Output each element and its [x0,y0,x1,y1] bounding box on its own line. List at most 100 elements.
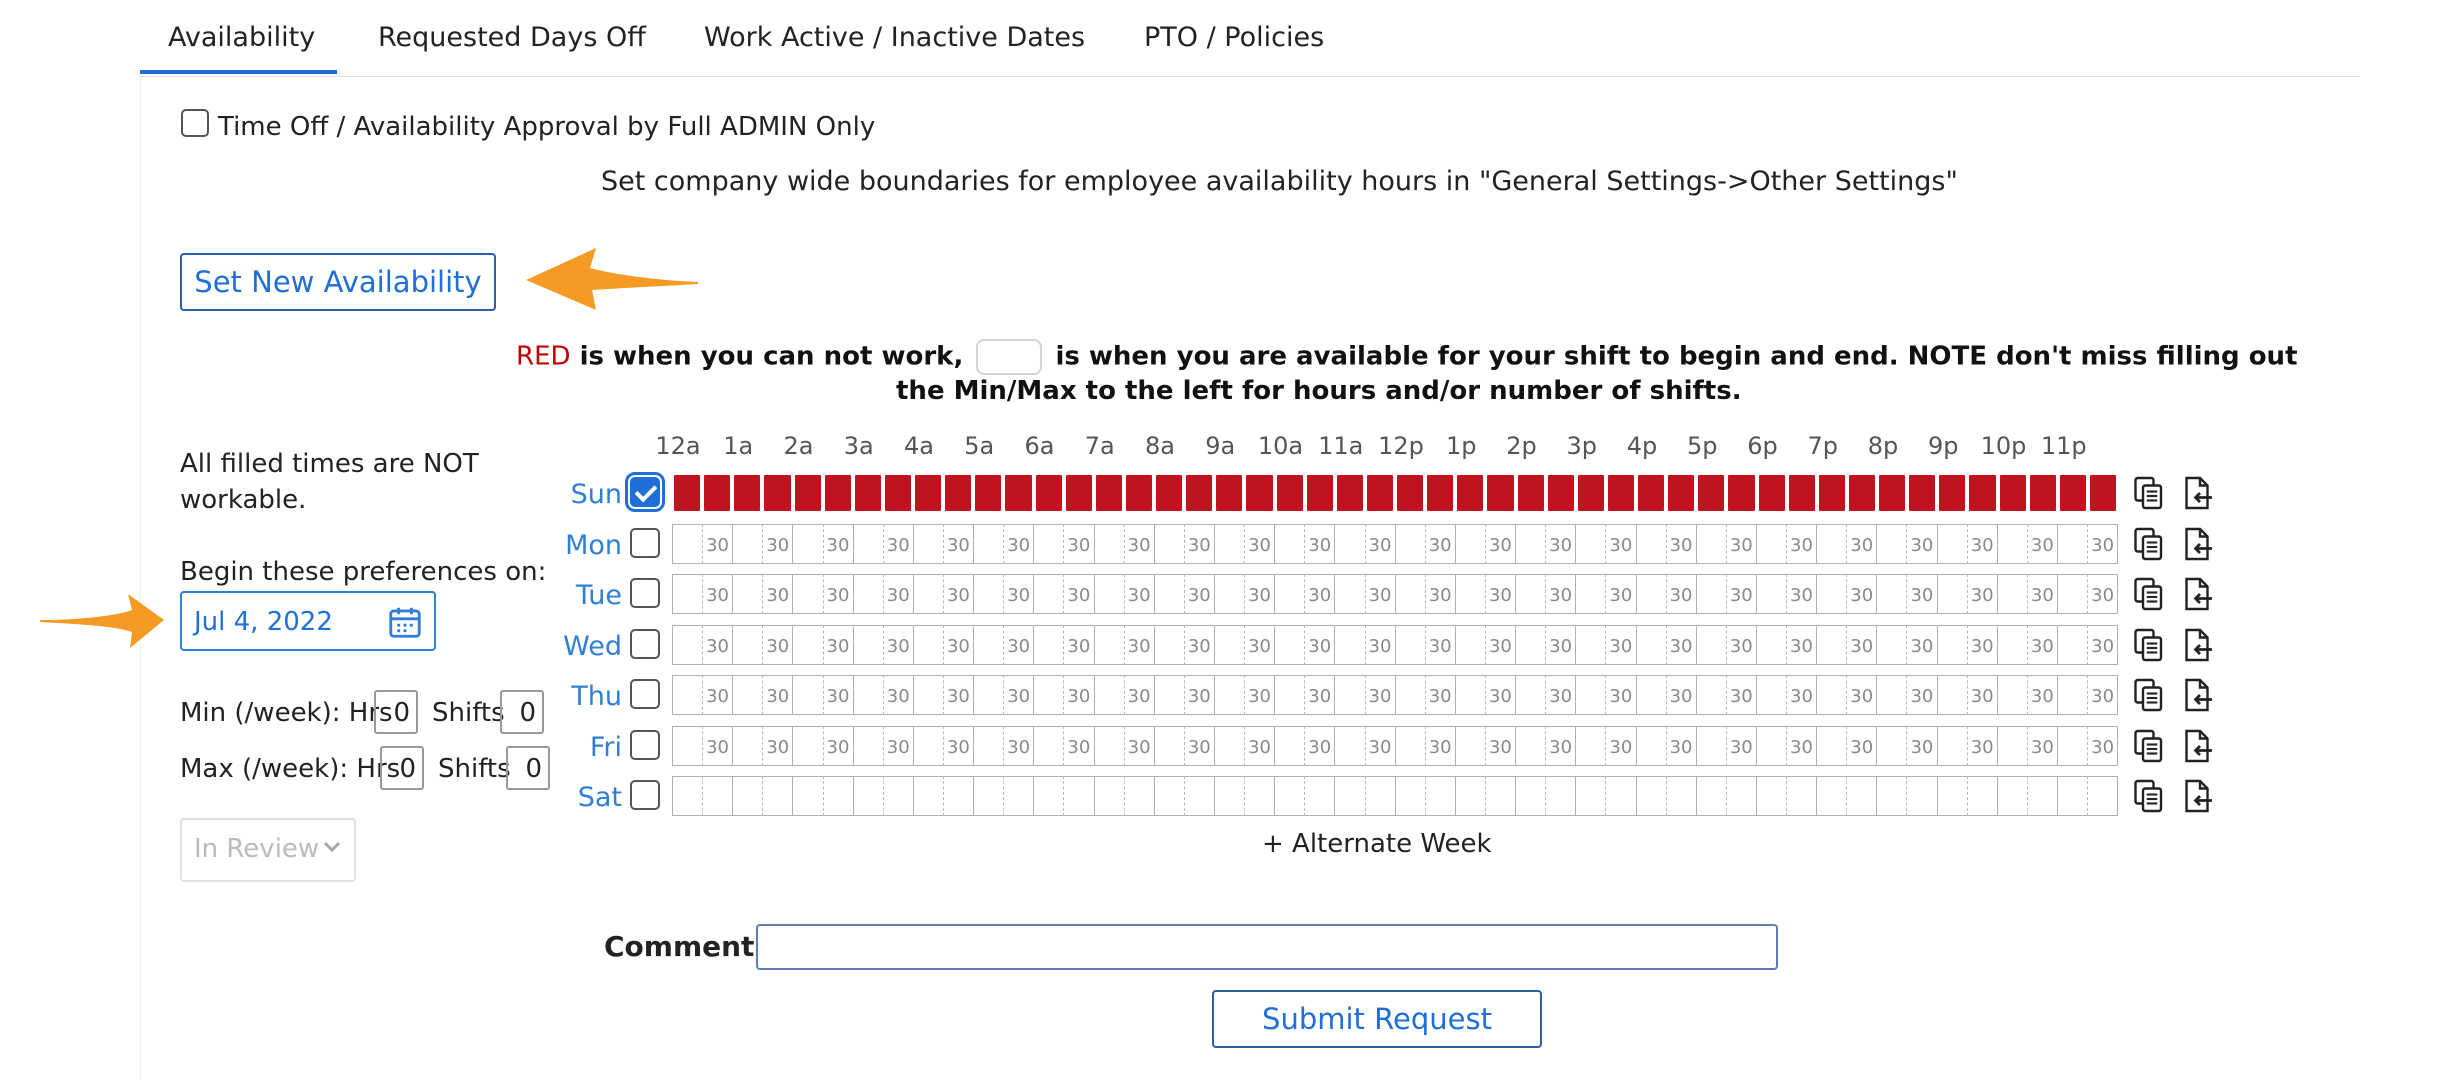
time-slot[interactable]: 30 [822,523,853,564]
time-slot[interactable]: 30 [1846,523,1877,564]
time-slot[interactable]: 30 [882,725,913,766]
time-slot[interactable]: 30 [942,725,974,766]
time-slot[interactable] [912,624,943,665]
time-slot[interactable]: 30 [1484,725,1516,766]
time-slot[interactable] [1695,523,1726,564]
time-slot[interactable] [973,574,1004,614]
time-slot[interactable] [1244,473,1275,513]
time-slot[interactable] [1635,523,1666,564]
day-checkbox-sat[interactable] [630,780,660,810]
time-slot[interactable]: 30 [1304,523,1335,564]
time-slot[interactable]: 30 [1123,675,1154,715]
time-slot[interactable] [1786,776,1817,816]
day-checkbox-mon[interactable] [630,527,660,558]
time-slot[interactable] [1334,776,1365,816]
time-slot[interactable] [1183,776,1214,816]
time-slot[interactable]: 30 [1183,675,1214,715]
time-slot[interactable] [1936,523,1967,564]
time-slot[interactable] [973,624,1004,665]
time-slot[interactable]: 30 [1725,574,1756,614]
time-slot[interactable] [2057,523,2088,564]
time-slot[interactable] [762,776,793,816]
time-slot[interactable] [732,473,763,513]
day-checkbox-fri[interactable] [630,729,660,760]
time-slot[interactable]: 30 [2087,624,2119,665]
time-slot[interactable]: 30 [822,725,853,766]
time-slot[interactable] [1394,675,1425,715]
time-slot[interactable] [1695,624,1726,665]
time-slot[interactable] [1154,473,1185,513]
time-slot[interactable] [1665,776,1696,816]
time-slot[interactable] [973,473,1004,513]
time-slot[interactable] [732,675,763,715]
time-slot[interactable] [1635,776,1666,816]
time-slot[interactable]: 30 [1665,624,1696,665]
time-slot[interactable]: 30 [1123,725,1154,766]
time-slot[interactable] [2057,574,2088,614]
time-slot[interactable] [1424,776,1455,816]
time-slot[interactable] [1846,473,1877,513]
time-slot[interactable]: 30 [942,675,974,715]
time-slot[interactable] [1786,473,1817,513]
time-slot[interactable] [1906,776,1937,816]
time-slot[interactable] [1816,776,1847,816]
time-slot[interactable]: 30 [1003,675,1034,715]
time-slot[interactable]: 30 [1364,675,1395,715]
time-slot[interactable] [1123,776,1154,816]
time-slot[interactable]: 30 [1966,624,1997,665]
time-slot[interactable]: 30 [1966,675,1997,715]
submit-request-button[interactable]: Submit Request [1212,990,1542,1048]
time-slot[interactable] [1695,574,1726,614]
time-slot[interactable]: 30 [1183,574,1214,614]
time-slot[interactable]: 30 [1003,624,1034,665]
time-slot[interactable]: 30 [1123,523,1154,564]
time-slot[interactable]: 30 [1063,523,1094,564]
time-slot[interactable]: 30 [1906,675,1937,715]
time-slot[interactable]: 30 [1906,725,1937,766]
time-slot[interactable]: 30 [1665,725,1696,766]
time-slot[interactable] [1726,473,1757,513]
time-slot[interactable] [1575,675,1606,715]
time-slot[interactable] [1214,473,1245,513]
time-slot[interactable] [1816,725,1847,766]
time-slot[interactable] [1304,776,1335,816]
time-slot[interactable] [792,523,823,564]
time-slot[interactable] [1876,776,1907,816]
time-slot[interactable]: 30 [1906,624,1937,665]
time-slot[interactable]: 30 [882,574,913,614]
time-slot[interactable]: 30 [1665,675,1696,715]
time-slot[interactable] [973,523,1004,564]
time-slot[interactable] [1816,574,1847,614]
time-slot[interactable]: 30 [1364,523,1395,564]
time-slot[interactable]: 30 [1183,523,1214,564]
time-slot[interactable] [1936,725,1967,766]
time-slot[interactable]: 30 [702,624,733,665]
copy-icon[interactable] [2130,627,2168,663]
time-slot[interactable] [1153,624,1184,665]
time-slot[interactable]: 30 [1906,574,1937,614]
paste-icon[interactable] [2178,778,2216,814]
copy-icon[interactable] [2130,475,2168,511]
time-slot[interactable]: 30 [1545,624,1576,665]
time-slot[interactable] [1244,776,1275,816]
time-slot[interactable] [732,624,763,665]
time-slot[interactable]: 30 [1665,523,1696,564]
time-slot[interactable]: 30 [762,624,793,665]
time-slot[interactable] [1394,776,1425,816]
time-slot[interactable]: 30 [1364,725,1395,766]
time-slot[interactable] [1425,473,1456,513]
time-slot[interactable] [852,624,883,665]
time-slot[interactable] [1033,523,1064,564]
time-slot[interactable] [1304,473,1335,513]
time-slot[interactable] [1816,523,1847,564]
time-slot[interactable]: 30 [882,675,913,715]
time-slot[interactable] [1876,624,1907,665]
time-slot[interactable]: 30 [1244,574,1275,614]
time-slot[interactable] [702,473,733,513]
time-slot[interactable] [672,725,703,766]
time-slot[interactable] [1575,776,1606,816]
time-slot[interactable] [792,675,823,715]
set-new-availability-button[interactable]: Set New Availability [180,253,496,311]
time-slot[interactable] [1936,624,1967,665]
time-slot[interactable]: 30 [1424,574,1455,614]
